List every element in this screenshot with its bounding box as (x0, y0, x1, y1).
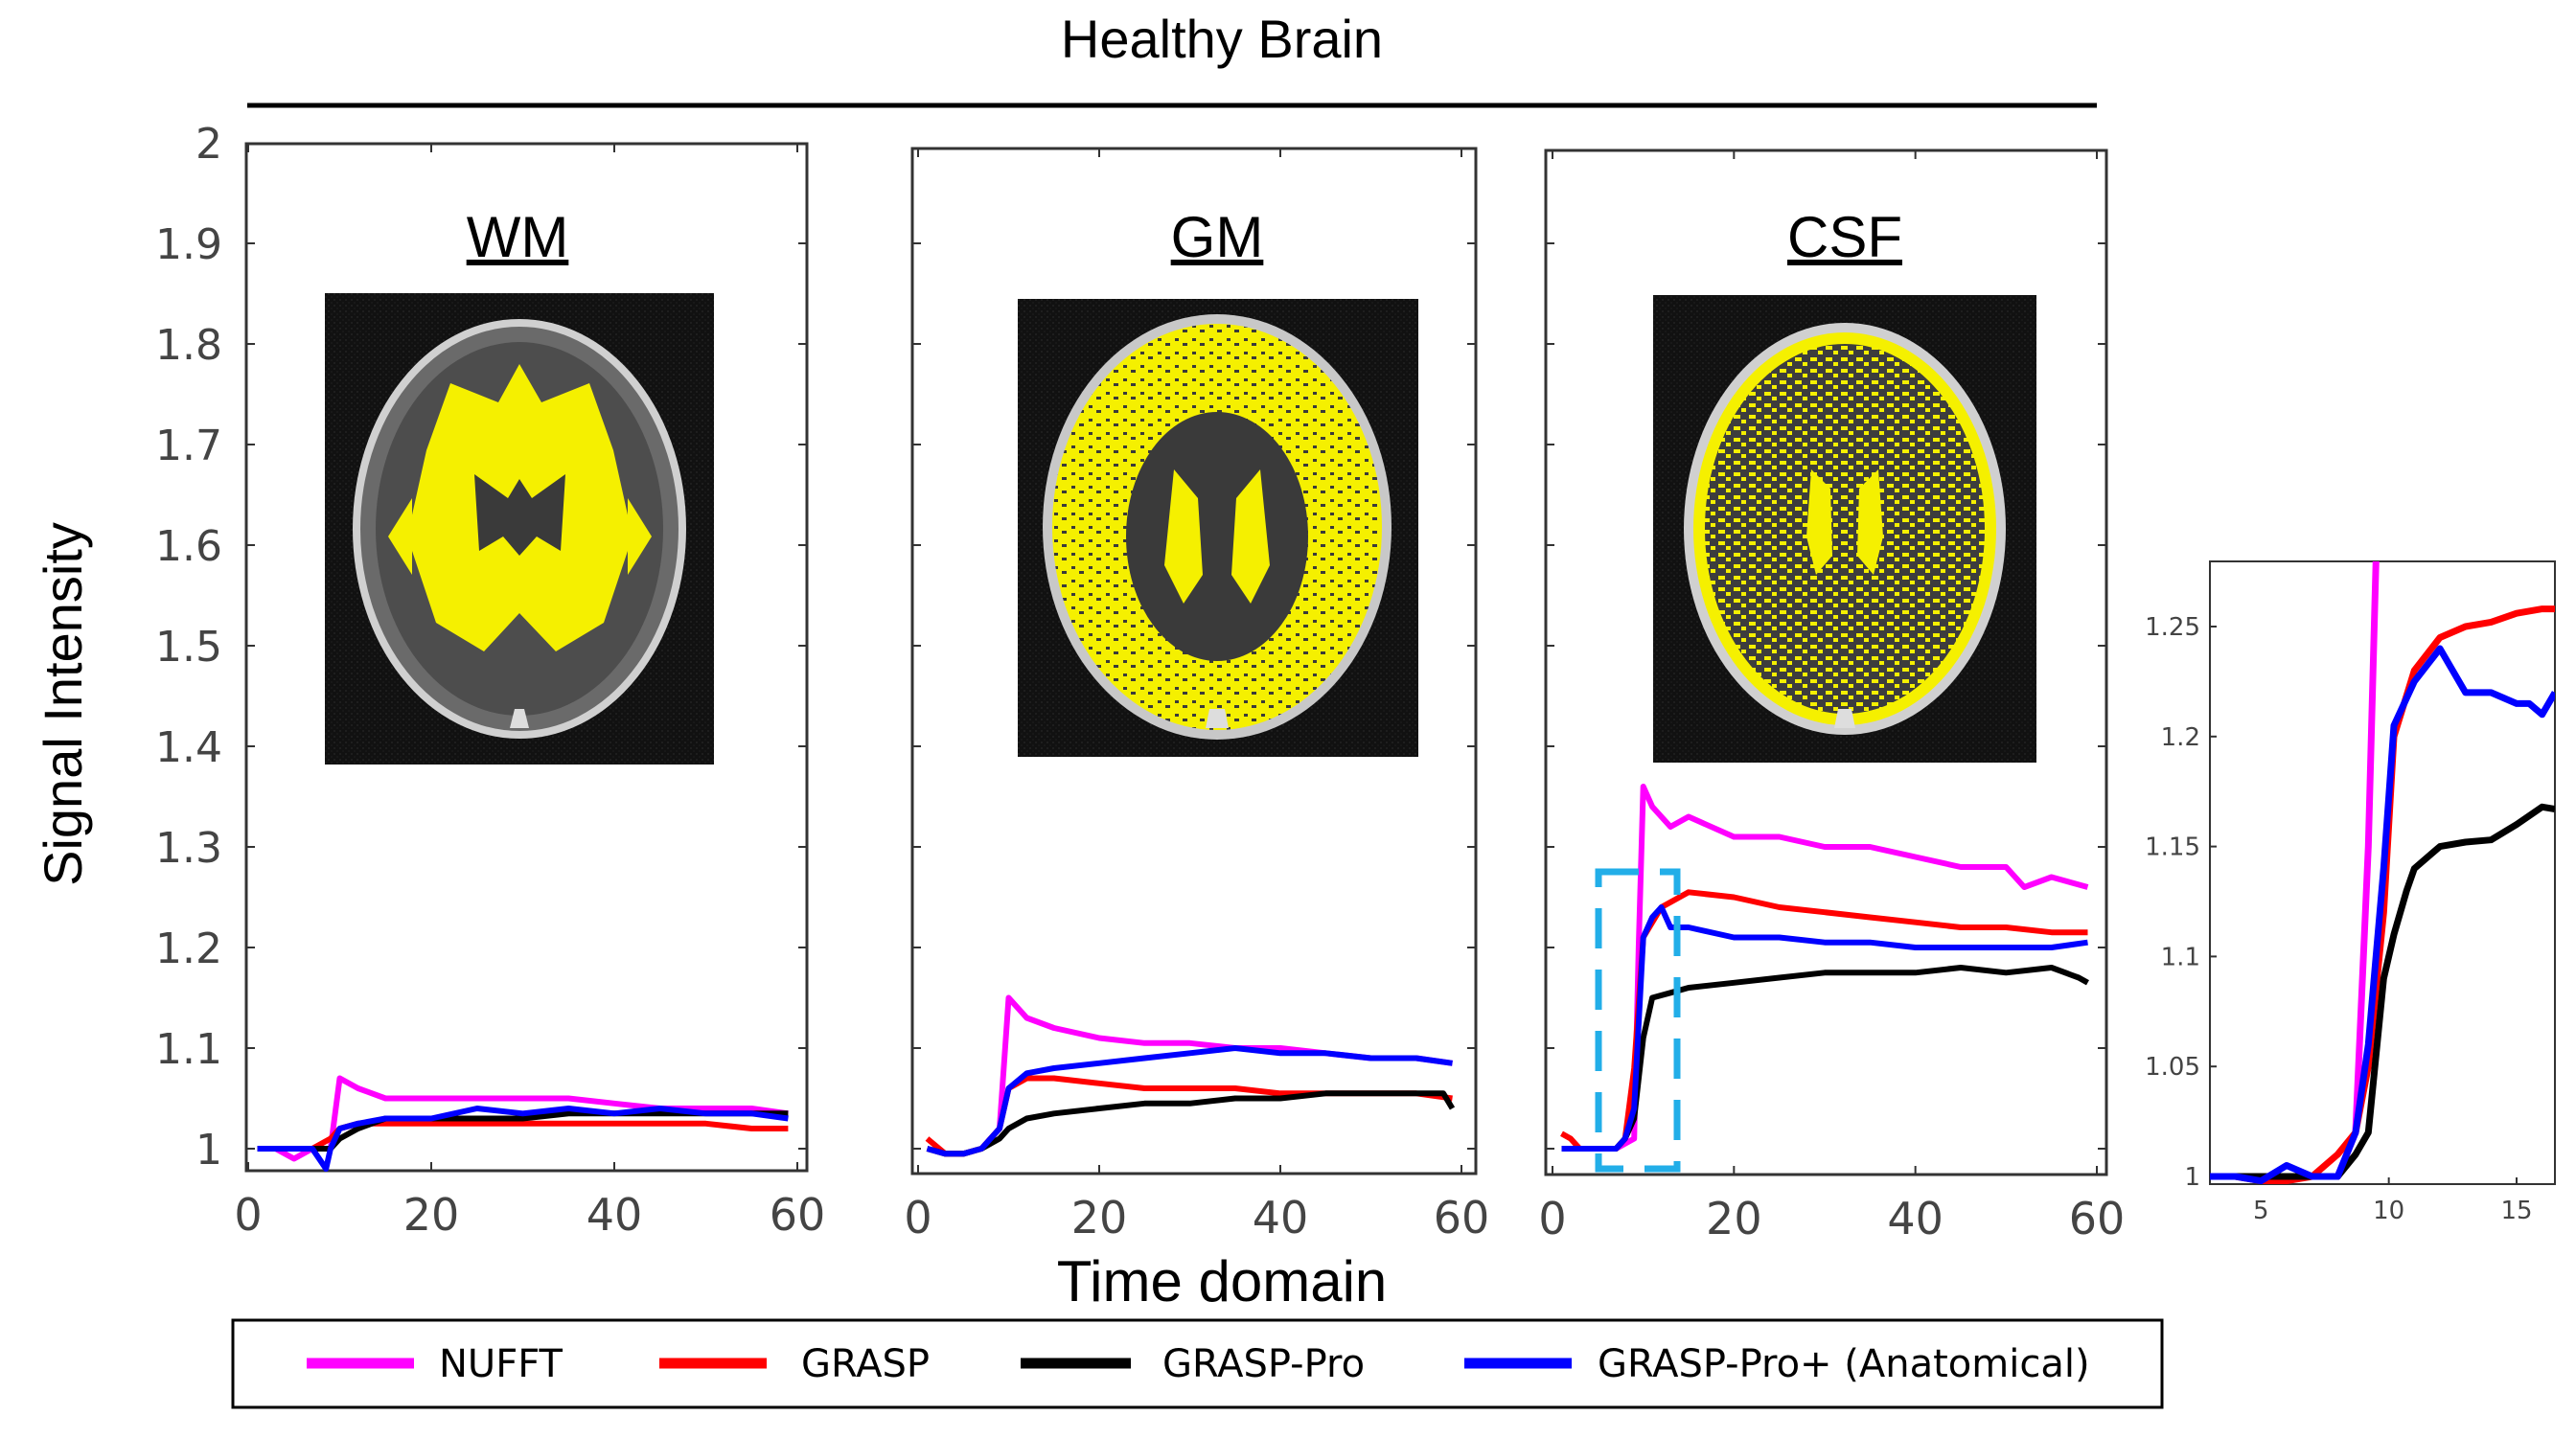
series-line-grasp-pro-anatomical (926, 1045, 1453, 1157)
legend-label: NUFFT (439, 1342, 564, 1386)
y-tick-label: 1.9 (155, 220, 222, 269)
brain-image-gm (1018, 299, 1418, 757)
panel-gm: 0 20 40 60 GM (904, 147, 1489, 1244)
legend-item-nufft: NUFFT (307, 1342, 564, 1386)
legend-label: GRASP-Pro+ (Anatomical) (1598, 1342, 2090, 1386)
y-tick-labels: 1 1.1 1.2 1.3 1.4 1.5 1.6 1.7 1.8 1.9 2 (155, 120, 222, 1175)
y-tick-label: 1.5 (155, 623, 222, 672)
x-tick-label: 15 (2500, 1197, 2532, 1225)
x-tick-label: 0 (234, 1189, 262, 1241)
y-axis-label: Signal Intensity (33, 522, 93, 886)
panel-series (925, 994, 1456, 1157)
legend-item-grasp: GRASP (659, 1342, 930, 1386)
x-tick-label: 20 (1071, 1192, 1128, 1244)
y-tick-label: 1.3 (155, 824, 222, 873)
y-tick-label: 2 (196, 120, 222, 169)
y-tick-label: 1.2 (2161, 723, 2200, 752)
x-tick-label: 20 (1706, 1193, 1762, 1244)
x-tick-label: 0 (1538, 1193, 1566, 1244)
y-tick-label: 1.7 (155, 422, 222, 470)
x-tick-label: 0 (904, 1192, 932, 1244)
inset-series (2210, 561, 2555, 1184)
y-tick-label: 1.1 (155, 1025, 222, 1074)
x-tick-label: 60 (770, 1189, 826, 1241)
y-tick-label: 1 (2184, 1163, 2200, 1192)
y-tick-label: 1.1 (2161, 943, 2200, 971)
x-tick-label: 20 (403, 1189, 460, 1241)
zoom-region-box (1595, 868, 1681, 1173)
x-tick-label: 40 (1253, 1192, 1309, 1244)
series-line-grasp-pro-anatomical (257, 1106, 789, 1172)
x-tick-label: 60 (1434, 1192, 1490, 1244)
panel-title: WM (467, 205, 569, 269)
y-tick-label: 1.4 (155, 723, 222, 772)
figure-title: Healthy Brain (1061, 9, 1383, 69)
y-tick-label: 1 (196, 1126, 222, 1175)
inset-zoom-plot: 1 1.05 1.1 1.15 1.2 1.25 5 10 15 (2145, 560, 2556, 1225)
brain-image-wm (325, 293, 714, 765)
panel-series (257, 1075, 789, 1172)
inset-series-line-grasp-pro (2210, 803, 2555, 1180)
x-axis-label: Time domain (1057, 1249, 1388, 1313)
panel-csf: 0 20 40 60 CSF (1538, 148, 2125, 1244)
panel-ticks: 0 20 40 60 (904, 148, 1489, 1244)
y-tick-label: 1.6 (155, 522, 222, 571)
inset-series-line-grasp (2210, 605, 2555, 1184)
inset-series-line-grasp-pro-anatomical (2210, 645, 2555, 1184)
panel-title: CSF (1787, 205, 1902, 269)
brain-image-csf (1653, 295, 2036, 763)
y-tick-label: 1.25 (2145, 613, 2200, 642)
y-tick-label: 1.15 (2145, 833, 2200, 862)
panel-ticks: 0 20 40 60 (1538, 150, 2125, 1244)
panel-ticks: 0 20 40 60 (234, 144, 825, 1241)
x-tick-label: 40 (1887, 1193, 1944, 1244)
x-tick-label: 5 (2253, 1197, 2269, 1225)
y-tick-label: 1.8 (155, 321, 222, 370)
legend-item-grasp-pro: GRASP-Pro (1021, 1342, 1365, 1386)
y-tick-label: 1.2 (155, 924, 222, 973)
legend-item-grasp-pro-plus: GRASP-Pro+ (Anatomical) (1464, 1342, 2090, 1386)
inset-ticks: 1 1.05 1.1 1.15 1.2 1.25 5 10 15 (2145, 613, 2532, 1225)
legend-box (231, 1318, 2164, 1409)
legend-label: GRASP-Pro (1162, 1342, 1365, 1386)
x-tick-label: 60 (2069, 1193, 2126, 1244)
panel-wm: 0 20 40 60 WM (234, 142, 825, 1241)
legend: NUFFT GRASP GRASP-Pro GRASP-Pro+ (Anatom… (231, 1318, 2164, 1409)
x-tick-label: 10 (2373, 1197, 2404, 1225)
legend-label: GRASP (801, 1342, 930, 1386)
panel-title: GM (1171, 205, 1264, 269)
x-tick-label: 40 (586, 1189, 643, 1241)
y-tick-label: 1.05 (2145, 1053, 2200, 1082)
